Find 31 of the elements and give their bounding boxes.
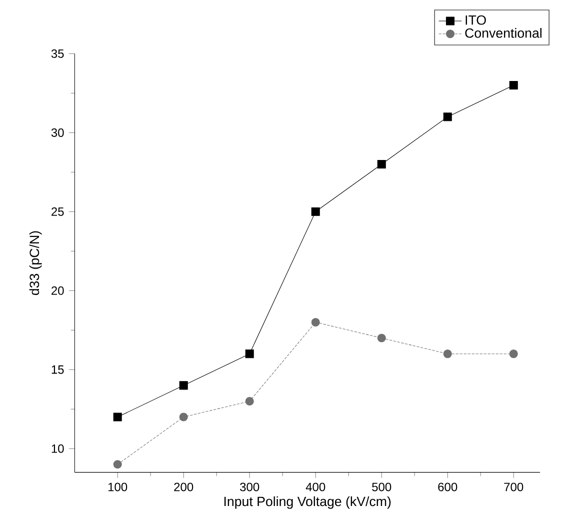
x-tick-label: 500	[372, 482, 392, 492]
y-tick-label: 20	[52, 286, 64, 295]
point	[377, 334, 386, 342]
x-axis-title: Input Poling Voltage (kV/cm)	[224, 496, 391, 509]
point	[113, 412, 122, 422]
y-axis-title: d33 (pC/N)	[29, 231, 42, 296]
point	[311, 318, 320, 327]
point	[179, 412, 188, 422]
legend-label: Conventional	[465, 28, 542, 38]
point	[311, 207, 320, 216]
point	[113, 460, 122, 469]
y-tick-label: 25	[52, 207, 64, 216]
y-tick-label: 15	[52, 365, 64, 374]
x-tick-label: 400	[306, 482, 326, 492]
x-tick-label: 700	[504, 482, 524, 492]
point	[443, 112, 452, 122]
point	[179, 381, 188, 390]
point	[245, 396, 254, 406]
x-tick-label: 100	[108, 482, 128, 492]
x-tick-label: 200	[174, 482, 194, 492]
point	[509, 350, 518, 358]
y-tick-label: 30	[51, 128, 64, 137]
point	[509, 80, 518, 90]
y-tick-label: 35	[51, 49, 64, 58]
point	[443, 350, 452, 358]
y-tick-label: 10	[52, 444, 64, 453]
legend-label: ITO	[466, 15, 486, 25]
x-tick-label: 600	[438, 482, 458, 492]
x-tick-label: 300	[240, 482, 260, 492]
point	[377, 160, 386, 169]
point	[245, 350, 254, 358]
